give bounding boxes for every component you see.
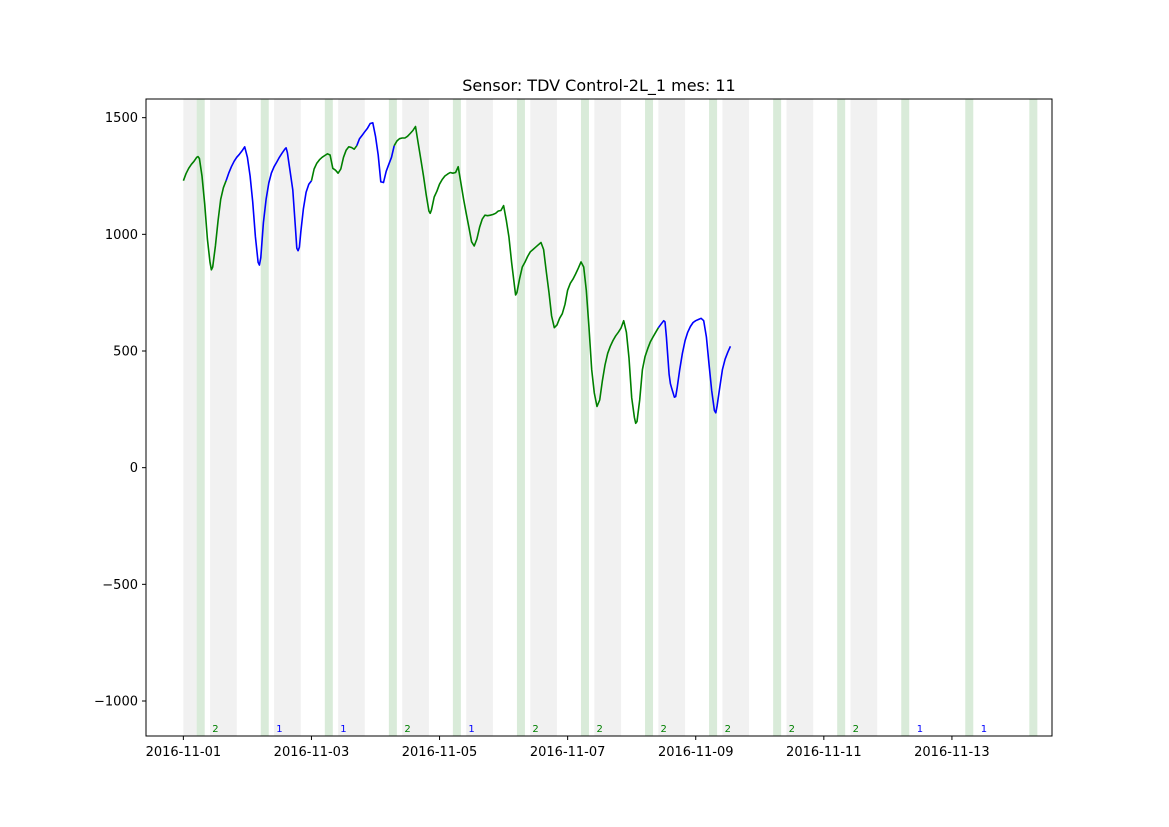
series-line [393, 125, 660, 425]
series-line [356, 122, 395, 184]
green-band [580, 99, 589, 736]
x-axis: 2016-11-01 2016-11-03 2016-11-05 2016-11-07… [146, 736, 990, 760]
series-line [310, 145, 358, 181]
x-tick-label: 2016-11-11 [786, 745, 862, 760]
y-tick-label: 1000 [105, 228, 138, 243]
gray-band [338, 99, 365, 736]
plot-bands [183, 99, 1038, 736]
x-tick-label: 2016-11-13 [914, 745, 990, 760]
gray-band [402, 99, 429, 736]
x-tick-label: 2016-11-09 [658, 745, 734, 760]
green-band [516, 99, 525, 736]
y-tick-label: −500 [102, 578, 138, 593]
day-label: 2 [212, 724, 218, 735]
green-band [388, 99, 397, 736]
day-label: 2 [661, 724, 667, 735]
gray-band [183, 99, 197, 736]
day-labels: 2 1 1 2 1 2 2 2 2 2 2 1 1 [212, 724, 987, 735]
y-tick-label: 0 [130, 461, 138, 476]
green-band [260, 99, 269, 736]
plot-frame [145, 98, 1053, 737]
day-label: 1 [276, 724, 282, 735]
green-band [196, 99, 205, 736]
day-label: 2 [404, 724, 410, 735]
day-label: 2 [596, 724, 602, 735]
gray-band [466, 99, 493, 736]
y-tick-label: −1000 [94, 695, 138, 710]
green-band [837, 99, 846, 736]
series-line [657, 317, 732, 414]
gray-band [850, 99, 878, 736]
chart-title: Sensor: TDV Control-2L_1 mes: 11 [462, 76, 735, 96]
x-tick-label: 2016-11-07 [530, 745, 606, 760]
green-band [1029, 99, 1038, 736]
day-label: 2 [725, 724, 731, 735]
x-tick-label: 2016-11-05 [402, 745, 478, 760]
y-tick-label: 500 [113, 345, 138, 360]
plot-lines [182, 122, 732, 425]
series-line [225, 146, 313, 266]
gray-band [658, 99, 686, 736]
y-tick-label: 1500 [105, 111, 138, 126]
day-label: 2 [853, 724, 859, 735]
green-band [324, 99, 333, 736]
day-label: 1 [917, 724, 923, 735]
y-axis: −1000 −500 0 500 1000 1500 [94, 111, 146, 710]
gray-band [594, 99, 622, 736]
day-label: 1 [468, 724, 474, 735]
green-band [645, 99, 654, 736]
green-band [965, 99, 974, 736]
gray-band [274, 99, 301, 736]
green-band [709, 99, 718, 736]
gray-band [722, 99, 750, 736]
series-line [182, 155, 227, 271]
green-band [773, 99, 782, 736]
day-label: 2 [789, 724, 795, 735]
gray-band [786, 99, 814, 736]
gray-band [530, 99, 557, 736]
green-band [901, 99, 910, 736]
x-tick-label: 2016-11-01 [146, 745, 222, 760]
day-label: 1 [981, 724, 987, 735]
gray-band [210, 99, 237, 736]
day-label: 2 [532, 724, 538, 735]
green-band [452, 99, 461, 736]
day-label: 1 [340, 724, 346, 735]
x-tick-label: 2016-11-03 [274, 745, 350, 760]
